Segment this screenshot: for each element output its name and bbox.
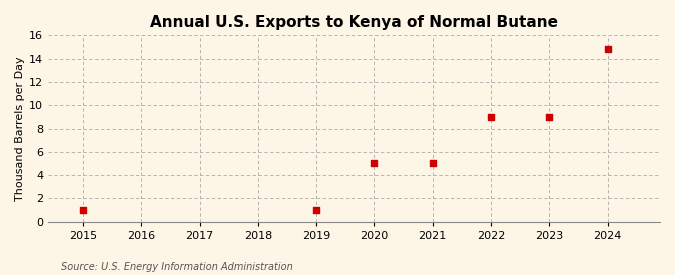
Point bbox=[427, 161, 438, 166]
Point bbox=[602, 47, 613, 51]
Text: Source: U.S. Energy Information Administration: Source: U.S. Energy Information Administ… bbox=[61, 262, 292, 272]
Point bbox=[78, 208, 88, 212]
Point bbox=[544, 115, 555, 119]
Point bbox=[485, 115, 496, 119]
Point bbox=[310, 208, 321, 212]
Point bbox=[369, 161, 380, 166]
Y-axis label: Thousand Barrels per Day: Thousand Barrels per Day bbox=[15, 56, 25, 201]
Title: Annual U.S. Exports to Kenya of Normal Butane: Annual U.S. Exports to Kenya of Normal B… bbox=[150, 15, 558, 30]
